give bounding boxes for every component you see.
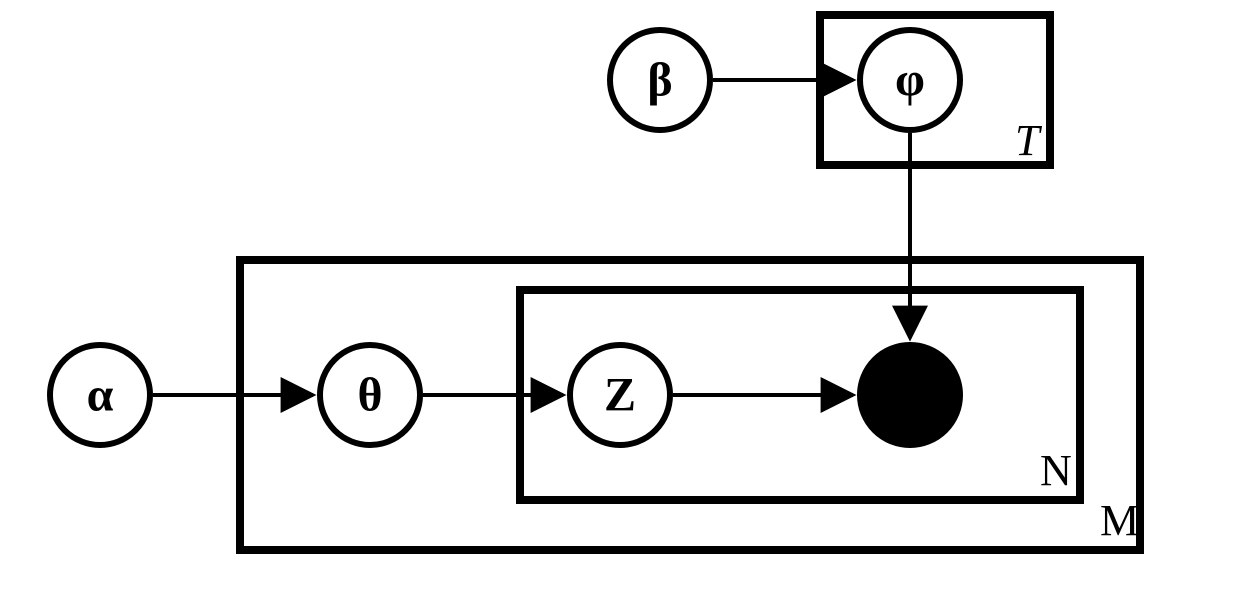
plate-diagram: MN Tα θ Zβ φ — [0, 0, 1240, 612]
node-label-beta: β — [647, 54, 672, 107]
node-label-phi: φ — [895, 54, 925, 107]
node-w — [860, 345, 960, 445]
plate-label-T: T — [1015, 116, 1043, 165]
plate-label-N: N — [1040, 446, 1072, 495]
node-label-theta: θ — [357, 369, 382, 422]
node-label-alpha: α — [87, 369, 114, 422]
node-label-z: Z — [604, 369, 636, 422]
plate-label-M: M — [1100, 496, 1139, 545]
